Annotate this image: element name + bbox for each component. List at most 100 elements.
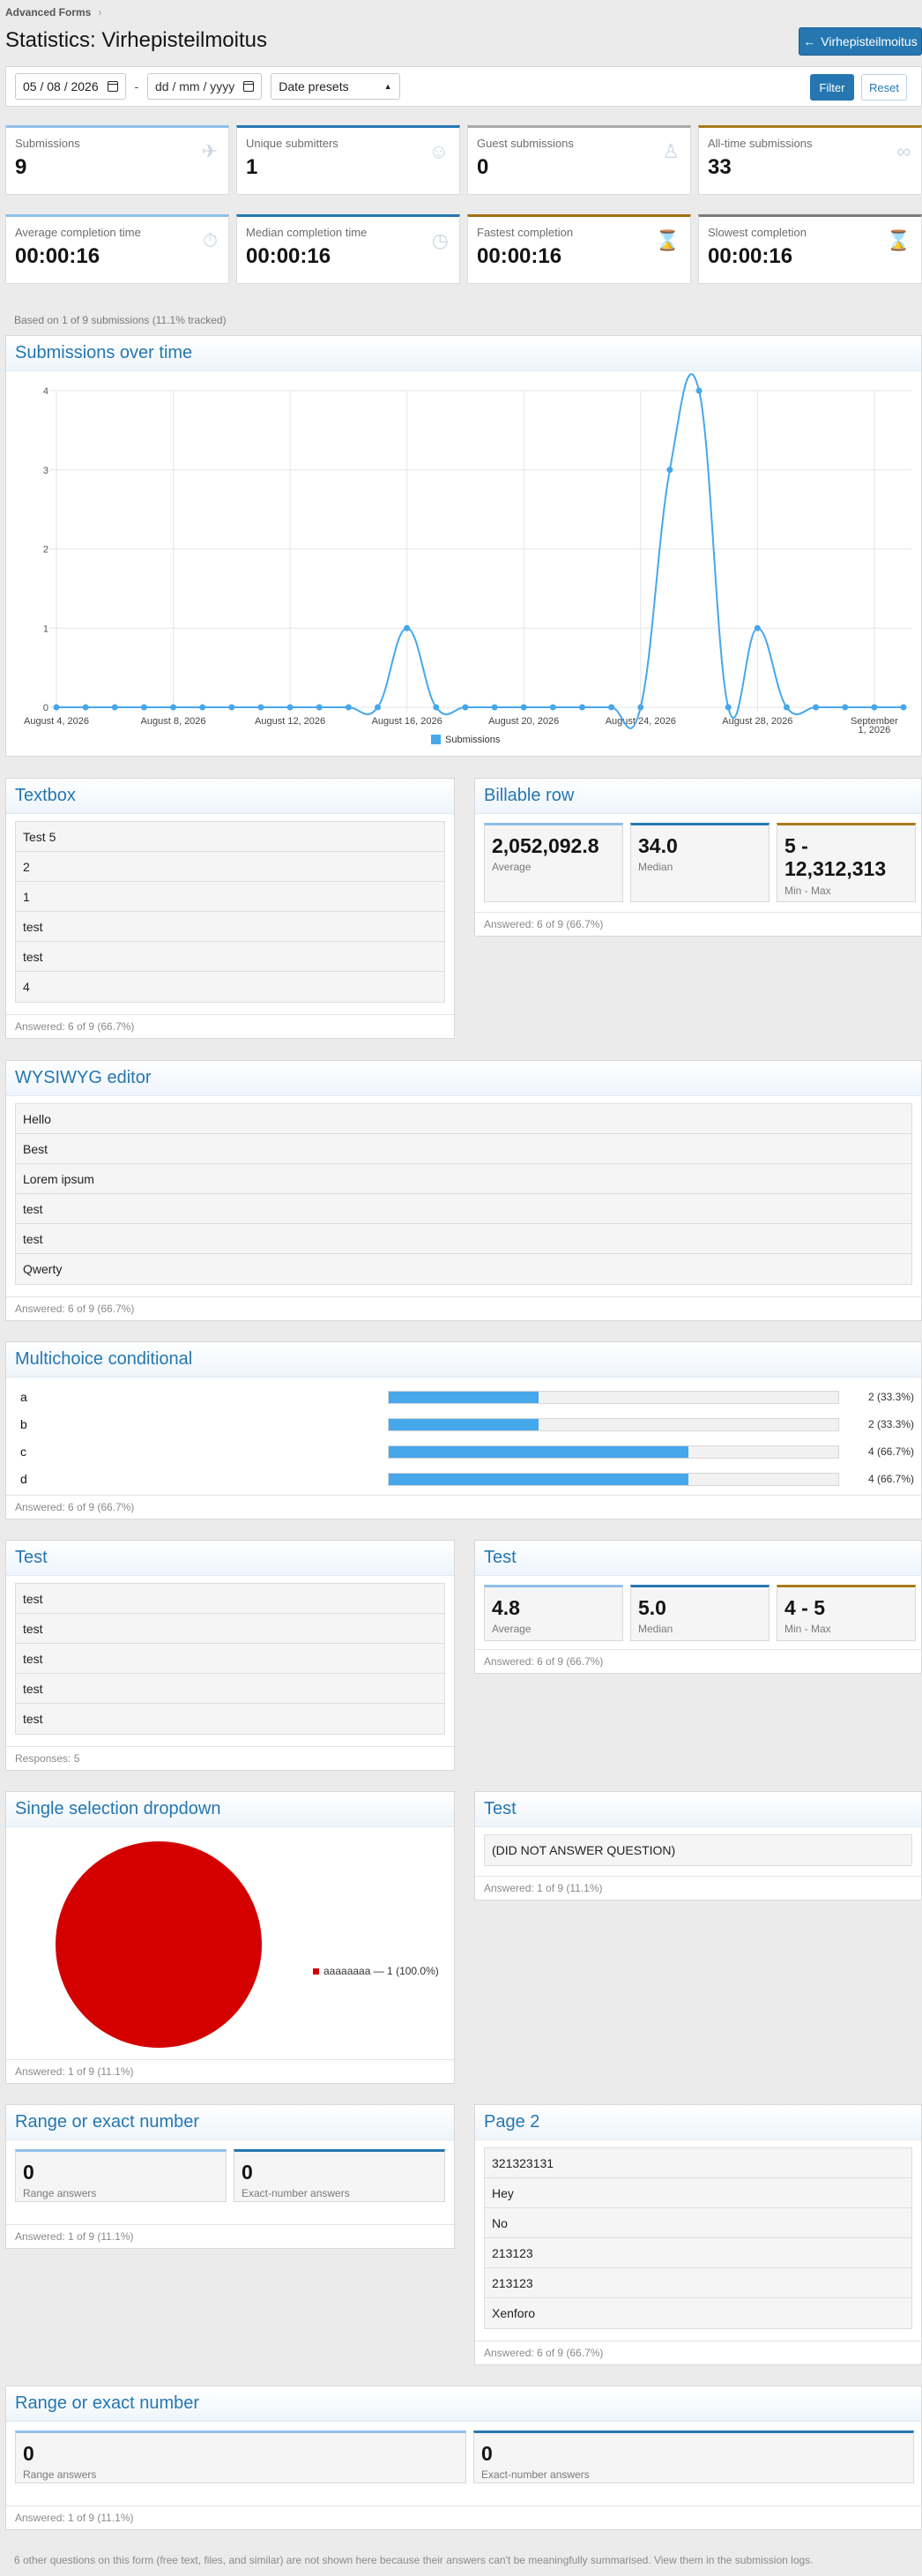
omitted-questions-note: 6 other questions on this form (free tex…: [14, 2554, 814, 2566]
list-item: Qwerty: [16, 1254, 911, 1284]
back-to-form-button[interactable]: ← Virhepisteilmoitus: [799, 27, 922, 56]
x-tick-label: August 4, 2026: [24, 716, 89, 727]
choice-bar: [389, 1419, 539, 1430]
data-point: [842, 704, 849, 711]
textbox-panel: Textbox Test 5 2 1 test test 4 Answered:…: [5, 778, 455, 1039]
users-icon: ☺: [428, 140, 449, 162]
data-point: [228, 704, 235, 711]
stat-value: 0: [477, 155, 489, 179]
x-tick-label: August 20, 2026: [488, 716, 559, 727]
wysiwyg-panel: WYSIWYG editor Hello Best Lorem ipsum te…: [5, 1060, 922, 1321]
choice-count: 2 (33.3%): [867, 1418, 914, 1430]
exact-answers-card: 0 Exact-number answers: [234, 2149, 445, 2202]
user-secret-icon: ♙: [662, 140, 680, 162]
stat-label: Average completion time: [15, 226, 141, 239]
data-point: [813, 704, 820, 711]
data-point: [754, 624, 761, 631]
panel-title: Test: [6, 1541, 454, 1576]
stat-value: 1: [246, 155, 258, 179]
data-point: [53, 704, 60, 711]
stat-label: All-time submissions: [708, 137, 813, 150]
answer-list: test test test test test: [15, 1583, 445, 1735]
list-item: test: [16, 1674, 444, 1704]
date-to-input[interactable]: dd / mm / yyyy: [146, 73, 263, 100]
list-item: Hey: [485, 2178, 911, 2208]
panel-title: Multichoice conditional: [6, 1342, 921, 1378]
stat-fastest-completion: Fastest completion 00:00:16 ⌛: [467, 214, 691, 284]
panel-title: Submissions over time: [6, 336, 921, 371]
average-value: 4.8: [492, 1596, 520, 1619]
list-item: 1: [16, 882, 444, 912]
paper-plane-icon: ✈: [201, 140, 218, 162]
data-point: [578, 704, 585, 711]
breadcrumb-link[interactable]: Advanced Forms: [5, 6, 92, 19]
median-value: 5.0: [638, 1596, 666, 1619]
y-tick-label: 2: [43, 545, 48, 556]
test-noanswer-panel: Test (DID NOT ANSWER QUESTION) Answered:…: [474, 1791, 922, 1900]
stat-value: 00:00:16: [477, 244, 562, 268]
panel-footer: Answered: 6 of 9 (66.7%): [6, 1014, 454, 1038]
exact-label: Exact-number answers: [481, 2468, 590, 2482]
range-panel: Range or exact number 0 Range answers 0 …: [5, 2104, 455, 2249]
list-item: test: [16, 1614, 444, 1644]
date-from-input[interactable]: 05 / 08 / 2026: [15, 73, 126, 100]
stat-value: 00:00:16: [708, 244, 793, 268]
choice-label: c: [20, 1445, 26, 1459]
back-button-label: Virhepisteilmoitus: [821, 34, 918, 49]
list-item: test: [16, 1584, 444, 1614]
filter-bar: 05 / 08 / 2026 - dd / mm / yyyy Date pre…: [5, 66, 922, 107]
stat-label: Slowest completion: [708, 226, 807, 239]
range-answers-card: 0 Range answers: [15, 2149, 227, 2202]
x-tick-label: August 12, 2026: [255, 716, 325, 727]
panel-footer: Answered: 1 of 9 (11.1%): [6, 2505, 921, 2529]
minmax-value: 4 - 5: [784, 1596, 826, 1619]
data-point: [199, 704, 206, 711]
reset-button[interactable]: Reset: [861, 74, 907, 101]
choice-row: a 2 (33.3%): [13, 1388, 914, 1406]
x-tick-label: August 16, 2026: [372, 716, 442, 727]
median-card: 34.0 Median: [630, 823, 770, 902]
date-presets-select[interactable]: Date presets ▲: [271, 73, 400, 100]
calendar-icon[interactable]: [243, 81, 255, 92]
panel-footer: Answered: 1 of 9 (11.1%): [6, 2224, 454, 2248]
test-number-panel: Test 4.8 Average 5.0 Median 4 - 5 Min - …: [474, 1540, 922, 1674]
exact-value: 0: [242, 2161, 253, 2184]
data-point: [286, 704, 294, 711]
list-item: test: [16, 1704, 444, 1734]
panel-title: WYSIWYG editor: [6, 1061, 921, 1096]
stat-all-time-submissions: All-time submissions 33 ∞: [698, 125, 922, 195]
list-item: Best: [16, 1134, 911, 1164]
data-point: [82, 704, 89, 711]
panel-footer: Answered: 6 of 9 (66.7%): [6, 1296, 921, 1320]
stat-value: 00:00:16: [15, 244, 100, 268]
filter-button[interactable]: Filter: [810, 74, 854, 101]
clock-icon: ◷: [431, 229, 449, 251]
median-label: Median: [638, 861, 673, 874]
dropdown-pie-chart: [56, 1841, 319, 2048]
x-tick-label: 1, 2026: [859, 725, 891, 735]
choice-bar-track: [388, 1391, 839, 1404]
date-presets-value: Date presets: [279, 79, 349, 93]
data-point: [871, 704, 878, 711]
choice-count: 4 (66.7%): [867, 1445, 914, 1458]
hourglass-start-icon: ⌛: [655, 229, 680, 251]
data-point: [783, 704, 790, 711]
stat-median-completion: Median completion time 00:00:16 ◷: [236, 214, 460, 284]
data-point: [404, 624, 411, 631]
range-value: 0: [23, 2442, 34, 2465]
panel-footer: Answered: 1 of 9 (11.1%): [475, 1876, 921, 1900]
choice-bar-track: [388, 1473, 839, 1486]
average-card: 2,052,092.8 Average: [484, 823, 623, 902]
list-item: Lorem ipsum: [16, 1164, 911, 1194]
submissions-line-chart: 0 1 2 3 4 August 4, 2026 August 8, 2026 August …: [24, 373, 912, 745]
data-point: [637, 704, 644, 711]
data-point: [725, 704, 732, 711]
stat-label: Unique submitters: [246, 137, 338, 150]
data-point: [695, 387, 703, 394]
stopwatch-icon: ⏱: [202, 229, 218, 251]
calendar-icon[interactable]: [107, 81, 118, 92]
data-point: [520, 704, 527, 711]
median-card: 5.0 Median: [630, 1585, 770, 1641]
panel-title: Range or exact number: [6, 2105, 454, 2140]
y-tick-label: 0: [43, 703, 48, 713]
